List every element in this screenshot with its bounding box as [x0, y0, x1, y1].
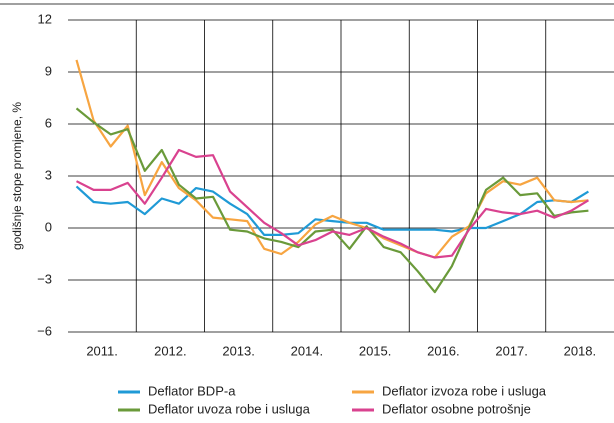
y-tick-label: −6: [37, 323, 52, 338]
legend-label: Deflator uvoza robe i usluga: [148, 401, 311, 416]
series-line: [75, 107, 589, 294]
series-line: [75, 185, 589, 236]
x-tick-label: 2018.: [564, 343, 597, 358]
y-tick-label: 3: [45, 167, 52, 182]
y-tick-label: 9: [45, 63, 52, 78]
x-tick-label: 2013.: [222, 343, 255, 358]
x-tick-label: 2014.: [291, 343, 324, 358]
x-tick-label: 2012.: [154, 343, 187, 358]
y-tick-label: −3: [37, 271, 52, 286]
legend-label: Deflator BDP-a: [148, 383, 236, 398]
y-tick-label: 12: [38, 11, 52, 26]
series-line: [76, 148, 589, 259]
y-axis-label: godišnje stope promjene, %: [10, 102, 24, 250]
x-tick-label: 2016.: [427, 343, 460, 358]
legend-label: Deflator osobne potrošnje: [382, 401, 531, 416]
series-line: [75, 59, 589, 259]
x-tick-label: 2011.: [86, 343, 118, 358]
x-tick-label: 2015.: [359, 343, 392, 358]
legend-label: Deflator izvoza robe i usluga: [382, 383, 547, 398]
x-tick-label: 2017.: [495, 343, 528, 358]
y-tick-label: 0: [45, 219, 52, 234]
y-tick-label: 6: [45, 115, 52, 130]
